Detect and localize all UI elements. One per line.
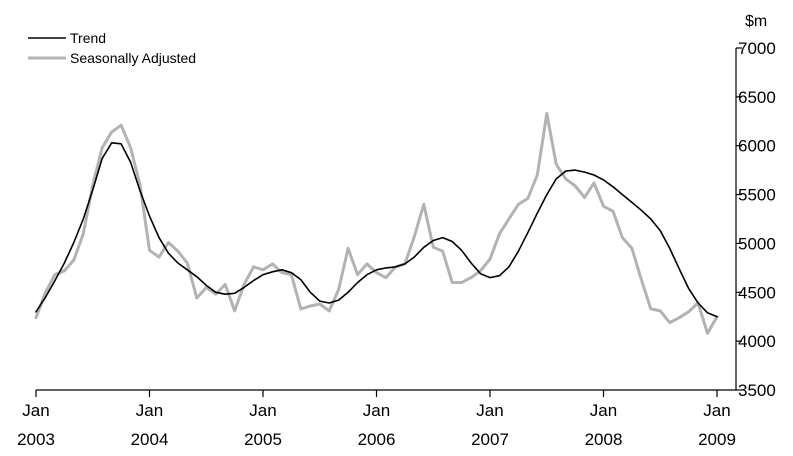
x-tick-year-label: 2007 xyxy=(471,430,509,449)
x-tick-month-label: Jan xyxy=(136,401,163,420)
y-tick-label: 4500 xyxy=(738,283,776,302)
y-tick-label: 7000 xyxy=(738,39,776,58)
legend-label-trend: Trend xyxy=(70,30,106,46)
x-tick-year-label: 2003 xyxy=(17,430,55,449)
series-line-trend xyxy=(35,142,718,318)
x-tick-year-label: 2004 xyxy=(131,430,169,449)
x-tick-month-label: Jan xyxy=(363,401,390,420)
y-tick-label: 4000 xyxy=(738,332,776,351)
y-axis-ticks: 3500 4000 4500 5000 5500 6000 6500 7000 xyxy=(736,39,776,400)
x-tick-year-label: 2006 xyxy=(358,430,396,449)
series-line-seasonally-adjusted xyxy=(34,112,719,335)
y-tick-label: 3500 xyxy=(738,381,776,400)
series-layer xyxy=(34,112,719,335)
y-tick-label: 6500 xyxy=(738,88,776,107)
y-tick-label: 5500 xyxy=(738,186,776,205)
y-tick-label: 6000 xyxy=(738,137,776,156)
x-axis-ticks: Jan 2003 Jan 2004 Jan 2005 Jan 2006 Jan 2007 Jan 20… xyxy=(17,390,736,449)
x-tick-year-label: 2005 xyxy=(244,430,282,449)
x-tick-month-label: Jan xyxy=(476,401,503,420)
x-tick-month-label: Jan xyxy=(249,401,276,420)
x-tick-year-label: 2009 xyxy=(698,430,736,449)
x-tick-month-label: Jan xyxy=(703,401,730,420)
x-tick-month-label: Jan xyxy=(22,401,49,420)
y-tick-label: 5000 xyxy=(738,234,776,253)
legend-label-seasonally-adjusted: Seasonally Adjusted xyxy=(70,50,196,66)
x-tick-year-label: 2008 xyxy=(585,430,623,449)
legend: Trend Seasonally Adjusted xyxy=(28,30,196,66)
y-axis-unit-label: $m xyxy=(745,13,767,30)
x-tick-month-label: Jan xyxy=(590,401,617,420)
